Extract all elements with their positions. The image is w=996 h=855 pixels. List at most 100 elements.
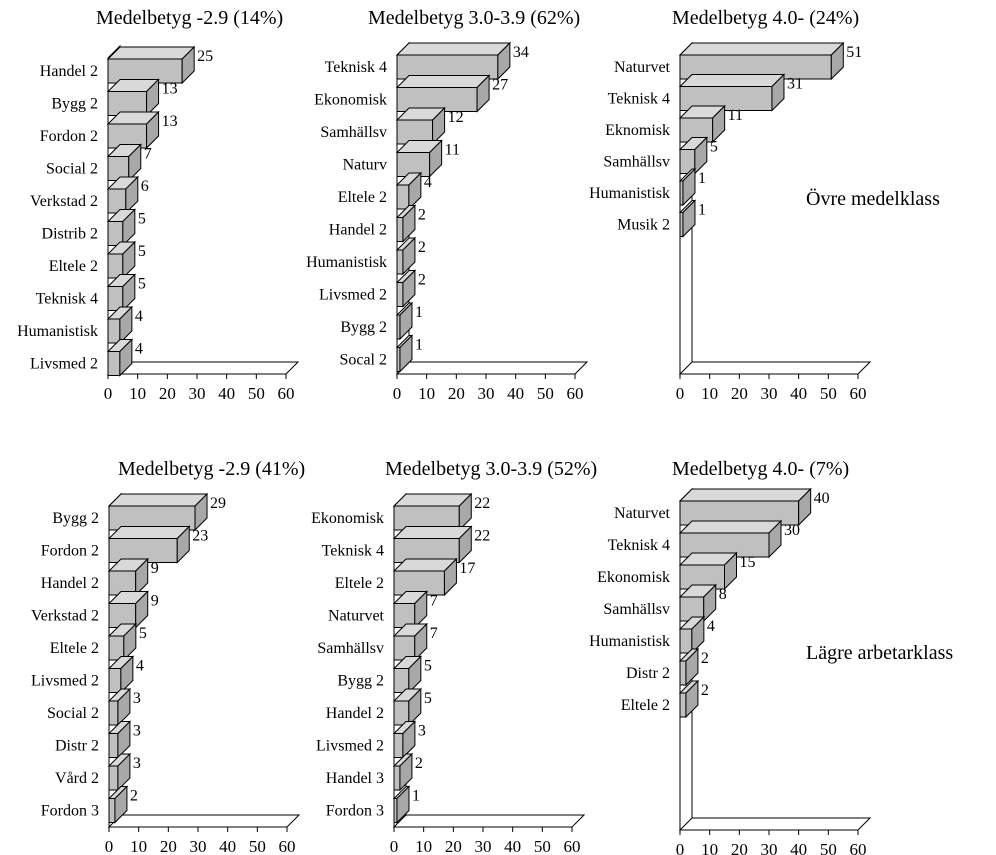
bar-side <box>399 334 413 373</box>
bar-side <box>135 557 149 597</box>
bar-value-label: 2 <box>415 755 423 772</box>
bar-side <box>685 679 699 719</box>
x-tick-label: 20 <box>160 837 177 855</box>
x-tick-label: 20 <box>731 384 748 403</box>
bar-value-label: 4 <box>424 174 432 191</box>
category-label: Verkstad 2 <box>30 193 98 210</box>
category-label: Bygg 2 <box>52 510 99 527</box>
bar-value-label: 4 <box>135 308 143 325</box>
category-label: Bygg 2 <box>340 319 387 336</box>
bar-value-label: 23 <box>192 528 208 545</box>
bar <box>678 583 717 623</box>
bar-value-label: 5 <box>138 243 146 260</box>
bar-value-label: 4 <box>136 658 144 675</box>
bar-value-label: 2 <box>130 788 138 805</box>
bar-value-label: 40 <box>814 490 830 507</box>
category-label: Teknisk 4 <box>325 59 387 76</box>
category-label: Teknisk 4 <box>322 543 384 560</box>
bar <box>107 720 132 759</box>
bar-side <box>122 208 136 247</box>
bar-side <box>682 199 696 238</box>
bar-front <box>107 318 121 344</box>
category-label: Bygg 2 <box>337 673 384 690</box>
category-label: Samhällsv <box>320 124 387 141</box>
bar-side <box>768 519 782 559</box>
x-tick-label: 50 <box>820 384 837 403</box>
category-label: Livsmed 2 <box>30 356 98 373</box>
bar-value-label: 6 <box>141 178 149 195</box>
category-label: Teknisk 4 <box>608 91 670 108</box>
chart-title: Medelbetyg 4.0- (7%) <box>672 458 849 480</box>
bar <box>106 273 137 312</box>
x-tick-label: 10 <box>415 837 432 855</box>
bar-side <box>396 785 410 824</box>
bar <box>107 655 135 694</box>
bar-top <box>392 493 473 507</box>
bar-top <box>395 42 512 56</box>
category-label: Naturv <box>343 157 387 174</box>
bar <box>678 104 726 144</box>
bar <box>395 171 423 211</box>
category-label: Ekonomisk <box>597 569 670 586</box>
bar-side <box>123 622 137 662</box>
bar <box>678 487 812 527</box>
x-tick-label: 50 <box>534 837 551 855</box>
x-tick-label: 40 <box>219 837 236 855</box>
bar-value-label: 12 <box>448 109 464 126</box>
category-label: Bygg 2 <box>51 96 98 113</box>
bar-value-label: 1 <box>698 170 706 187</box>
bar-value-label: 30 <box>784 522 800 539</box>
bar-side <box>402 236 416 276</box>
bar-side <box>399 301 413 341</box>
bar-side <box>458 525 472 564</box>
bar-side <box>117 687 131 727</box>
category-label: Fordon 2 <box>40 128 98 145</box>
chart-title: Medelbetyg -2.9 (14%) <box>96 7 283 29</box>
chart-panel: Medelbetyg -2.9 (14%) 0 10 20 30 40 50 60 25 Hand… <box>17 7 300 403</box>
category-label: Verkstad 2 <box>31 608 99 625</box>
x-tick-label: 30 <box>761 384 778 403</box>
bar-side <box>682 167 696 207</box>
bar-value-label: 1 <box>415 337 423 354</box>
bar-side <box>414 590 428 629</box>
bar-front <box>107 351 121 376</box>
bar-side <box>119 305 133 345</box>
bar-value-label: 1 <box>415 304 423 321</box>
category-label: Socal 2 <box>339 352 387 369</box>
bar-value-label: 29 <box>210 495 226 512</box>
bar-value-label: 3 <box>133 723 141 740</box>
bar-value-label: 9 <box>151 560 159 577</box>
bar-value-label: 34 <box>513 44 529 61</box>
x-tick-label: 60 <box>279 837 296 855</box>
bar-value-label: 9 <box>151 593 159 610</box>
bar <box>392 525 473 564</box>
bar-value-label: 5 <box>710 139 718 156</box>
category-label: Eknomisk <box>605 122 670 139</box>
bar-value-label: 15 <box>740 554 756 571</box>
bar-side <box>408 687 422 727</box>
x-tick-label: 30 <box>478 384 495 403</box>
bar-front <box>679 628 693 654</box>
category-label: Handel 2 <box>41 575 99 592</box>
bar-value-label: 4 <box>707 618 715 635</box>
x-tick-label: 10 <box>701 840 718 855</box>
category-label: Humanistisk <box>306 254 387 271</box>
bar-side <box>703 583 717 623</box>
category-label: Samhällsv <box>603 601 670 618</box>
bar-value-label: 25 <box>197 48 213 65</box>
category-label: Naturvet <box>614 505 671 522</box>
x-tick-label: 10 <box>701 384 718 403</box>
bar-front <box>108 668 122 693</box>
bar-side <box>685 647 699 687</box>
bar-side <box>402 720 416 759</box>
x-tick-label: 20 <box>448 384 465 403</box>
x-tick-label: 0 <box>676 384 685 403</box>
bar-side <box>443 557 457 597</box>
bar-top <box>392 526 473 539</box>
bar <box>392 752 414 792</box>
bar-side <box>408 655 422 694</box>
chart-panel: Medelbetyg 4.0- (24%)0 10 20 30 40 50 6051Natu… <box>589 7 872 403</box>
bar <box>678 551 738 591</box>
bar-top <box>106 46 196 60</box>
bar <box>392 492 473 532</box>
